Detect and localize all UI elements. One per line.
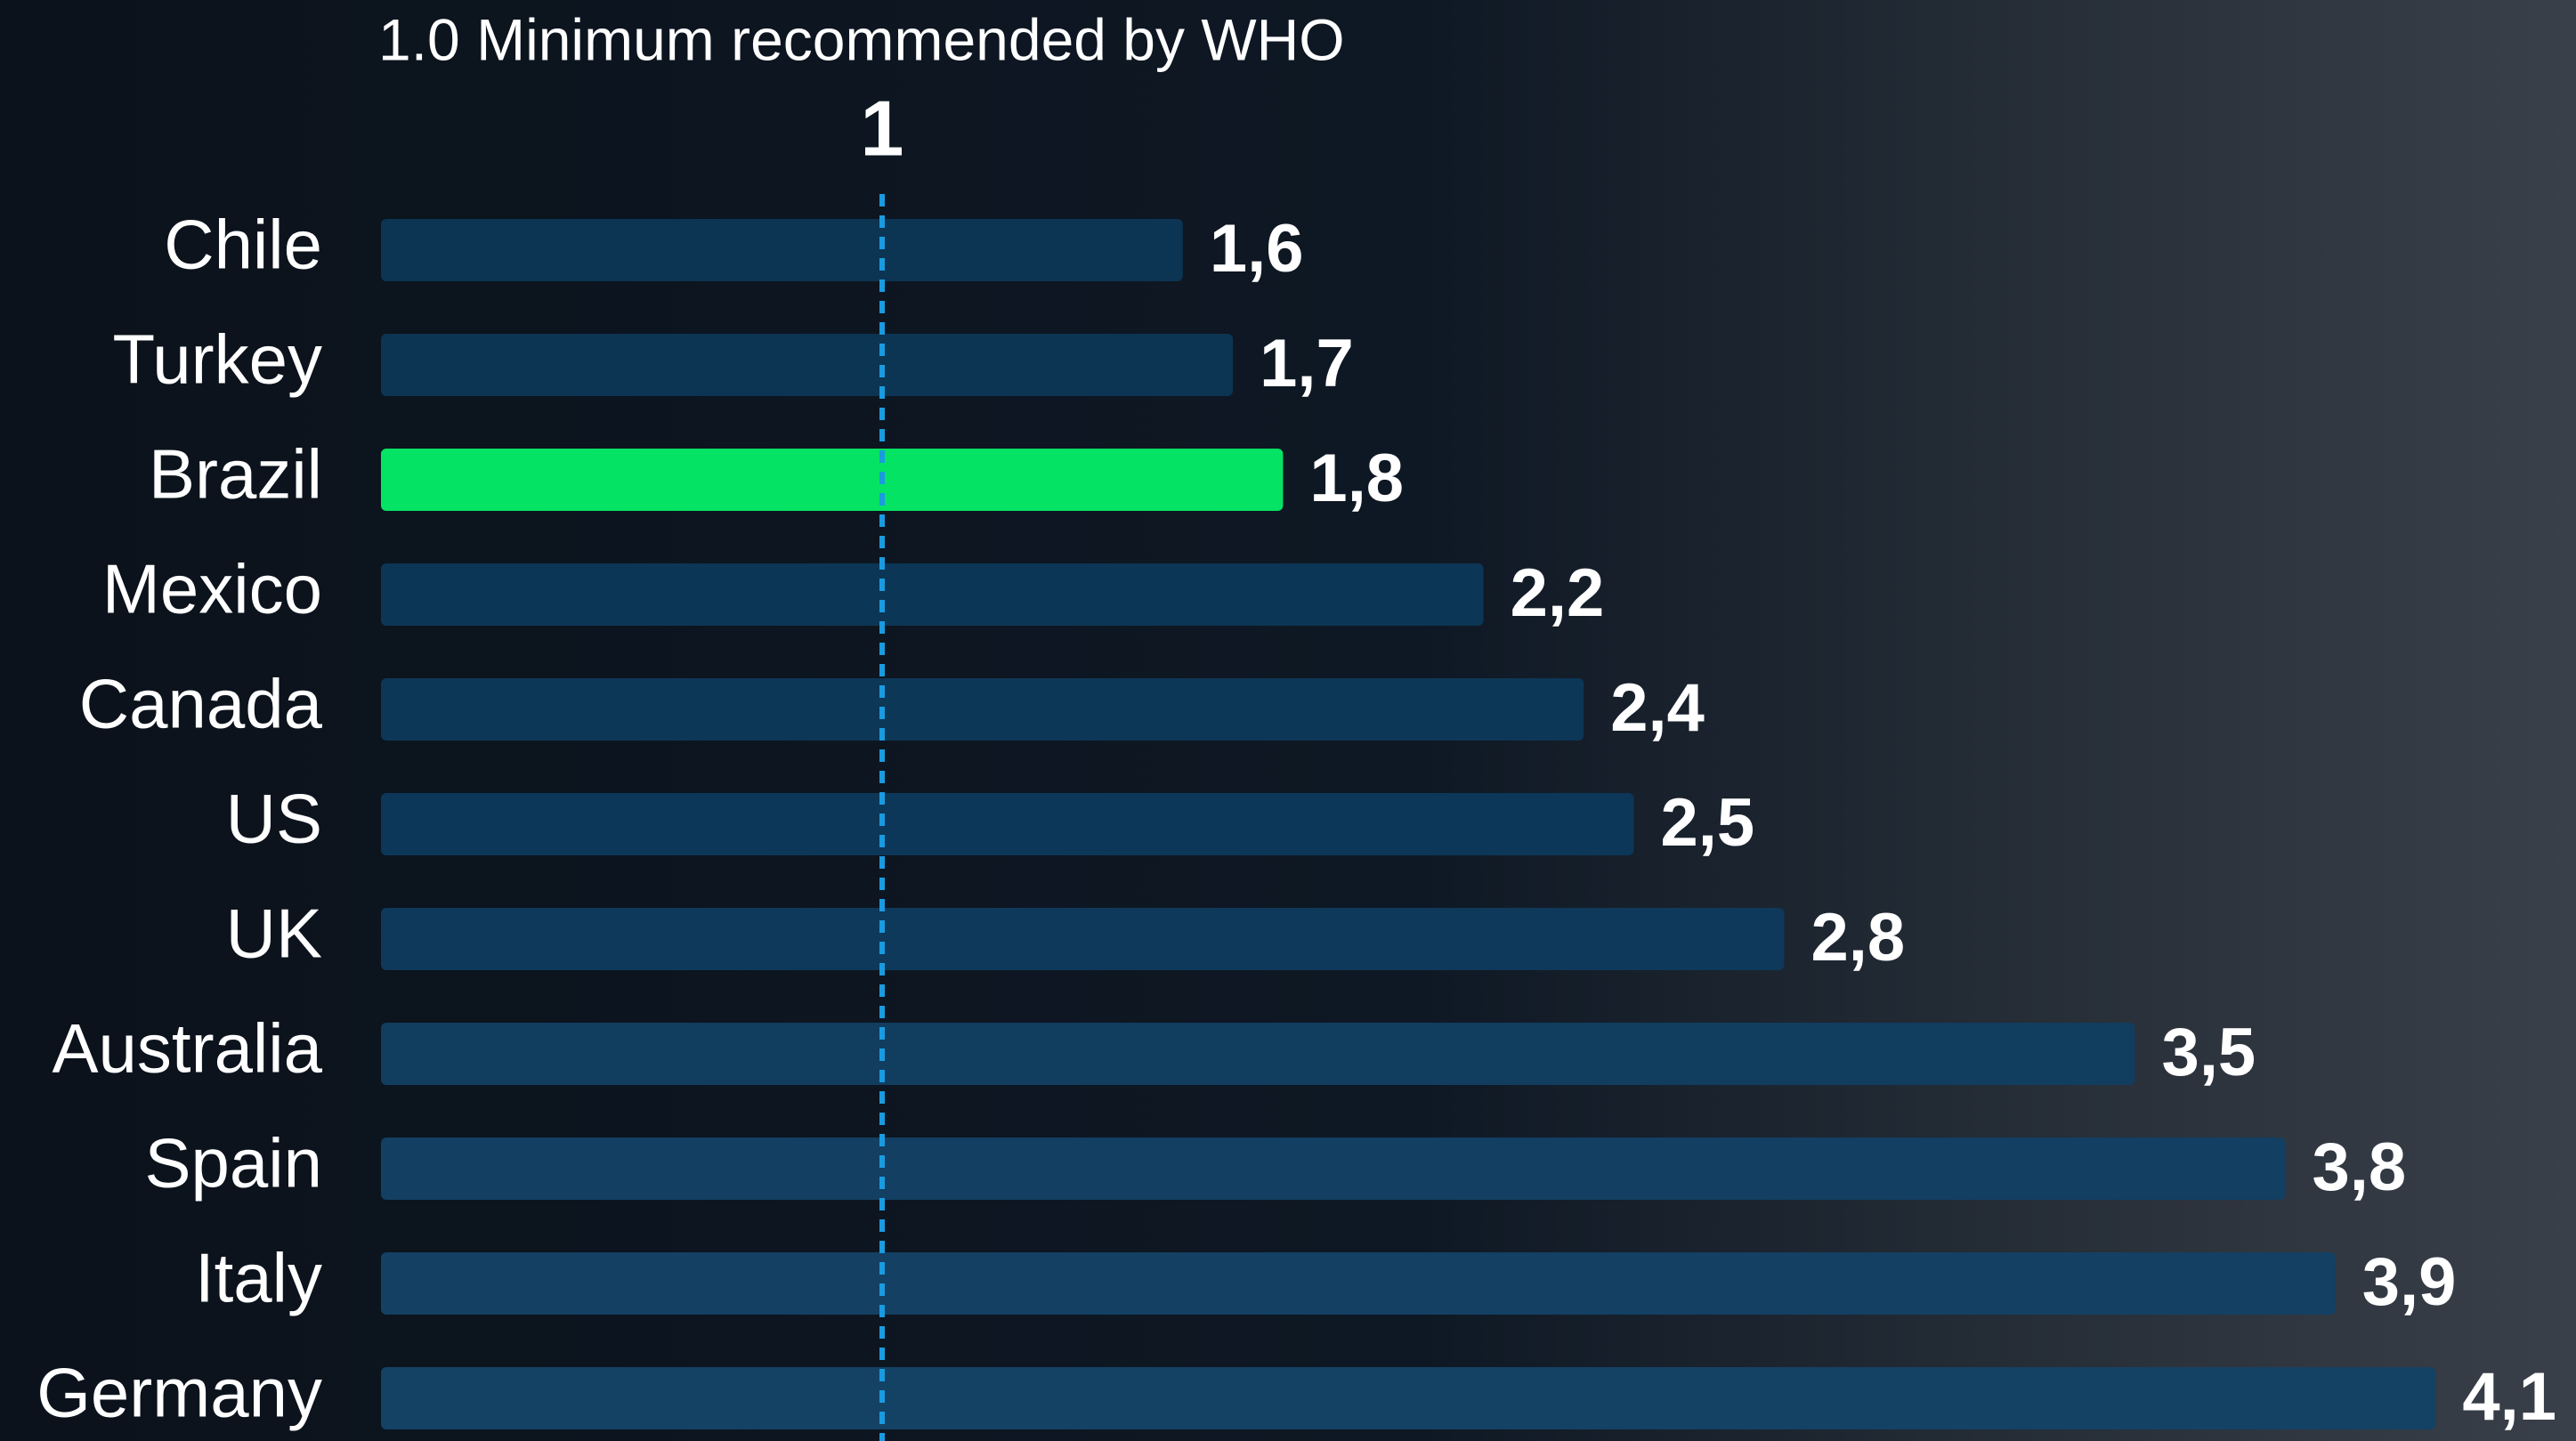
- value-label: 1,8: [1309, 441, 1404, 516]
- value-label: 4,1: [2462, 1359, 2556, 1435]
- value-label: 3,9: [2362, 1244, 2457, 1320]
- reference-value-label: 1: [861, 84, 904, 172]
- category-label: Canada: [79, 665, 323, 743]
- bar: [381, 334, 1234, 396]
- bar: [381, 449, 1284, 511]
- reference-annotation: 1.0 Minimum recommended by WHO: [378, 6, 1345, 72]
- bar: [381, 219, 1183, 281]
- value-label: 2,4: [1610, 670, 1705, 746]
- category-label: Australia: [53, 1009, 323, 1088]
- bar: [381, 1252, 2336, 1315]
- bar: [381, 793, 1634, 855]
- value-label: 3,8: [2312, 1129, 2406, 1205]
- value-label: 3,5: [2162, 1015, 2256, 1090]
- value-label: 1,6: [1210, 211, 1304, 287]
- bar: [381, 908, 1785, 970]
- bar: [381, 1137, 2286, 1200]
- category-label: Italy: [195, 1239, 322, 1317]
- value-label: 2,5: [1661, 785, 1755, 861]
- category-label: Mexico: [102, 550, 322, 628]
- bar: [381, 678, 1584, 741]
- category-label: Spain: [145, 1124, 323, 1202]
- category-label: Turkey: [113, 320, 323, 399]
- category-label: Germany: [36, 1354, 322, 1432]
- value-label: 1,7: [1260, 326, 1354, 401]
- bar: [381, 1023, 2135, 1085]
- bar: [381, 1367, 2436, 1429]
- category-label: Chile: [164, 206, 322, 284]
- value-label: 2,2: [1511, 555, 1605, 631]
- bar: [381, 563, 1484, 626]
- category-label: Brazil: [149, 435, 322, 514]
- category-label: US: [226, 780, 322, 858]
- category-label: UK: [226, 895, 322, 973]
- value-label: 2,8: [1810, 900, 1905, 976]
